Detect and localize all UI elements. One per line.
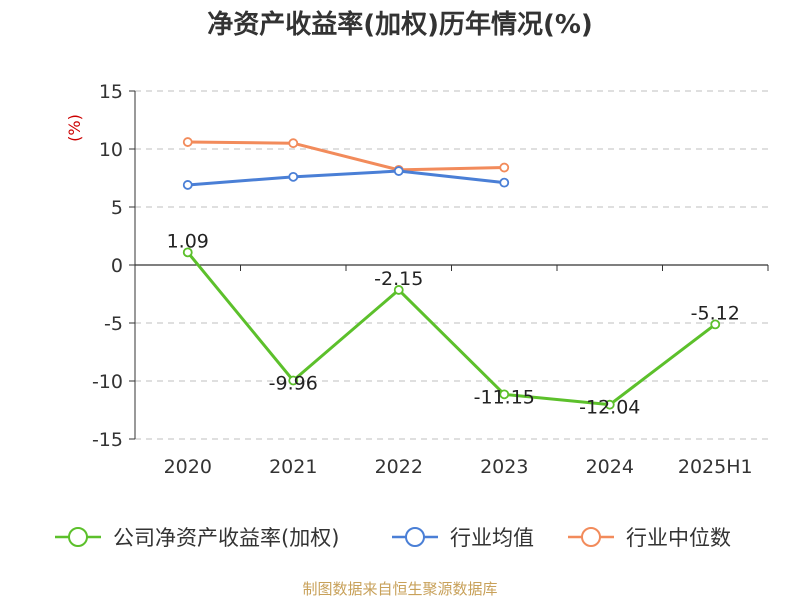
series-line — [187, 140, 505, 172]
legend-label: 行业中位数 — [626, 526, 731, 550]
data-labels: 1.09 -9.96 -2.15 -11.15 -12.04 -5.12 — [167, 230, 740, 418]
legend-marker-circle — [68, 527, 88, 547]
chart-title: 净资产收益率(加权)历年情况(%) — [207, 10, 593, 40]
x-tick-label: 2025H1 — [678, 456, 753, 478]
data-label: 1.09 — [167, 230, 209, 252]
series-point — [393, 166, 404, 176]
legend: 公司净资产收益率(加权) 行业均值 行业中位数 — [55, 526, 731, 550]
x-tick-label: 2023 — [480, 456, 528, 478]
series-point — [393, 285, 404, 295]
series-point — [604, 399, 615, 410]
y-tick-label: 10 — [99, 139, 123, 161]
series-point — [499, 177, 510, 188]
source-note: 制图数据来自恒生聚源数据库 — [302, 580, 498, 598]
data-label: -12.04 — [579, 397, 640, 419]
series-line — [186, 251, 717, 407]
y-tick-label: -5 — [104, 313, 123, 335]
x-tick-label: 2021 — [269, 456, 317, 478]
data-label: -9.96 — [269, 373, 318, 395]
series-point — [182, 247, 193, 258]
series-point — [288, 171, 299, 182]
series-point — [182, 180, 193, 190]
legend-label: 公司净资产收益率(加权) — [113, 526, 339, 550]
series-lines — [182, 137, 721, 410]
data-label: -11.15 — [474, 386, 535, 408]
y-tick-label: 15 — [99, 81, 123, 103]
x-tick-label: 2020 — [164, 456, 212, 478]
y-tick-label: 0 — [111, 255, 123, 277]
legend-marker-circle — [405, 527, 425, 547]
x-tick-label: 2024 — [586, 456, 634, 478]
legend-label: 行业均值 — [450, 526, 534, 550]
axes: 15 10 5 0 -5 -10 -15 2020 2021 2022 2023 2024 2025H1 — [92, 81, 769, 478]
y-tick-label: -10 — [92, 371, 123, 393]
series-point — [288, 138, 299, 149]
x-tick-label: 2022 — [375, 456, 423, 478]
data-label: -5.12 — [691, 302, 740, 324]
y-unit-label: (%) — [65, 114, 84, 142]
series-point — [499, 389, 510, 400]
legend-marker-circle — [581, 527, 601, 547]
series-point — [710, 319, 721, 330]
series-point — [499, 162, 510, 173]
data-label: -2.15 — [374, 268, 423, 290]
series-point — [288, 375, 299, 386]
series-line — [187, 169, 505, 187]
y-tick-label: 5 — [111, 197, 123, 219]
series-point — [182, 137, 193, 147]
y-tick-label: -15 — [92, 429, 123, 451]
